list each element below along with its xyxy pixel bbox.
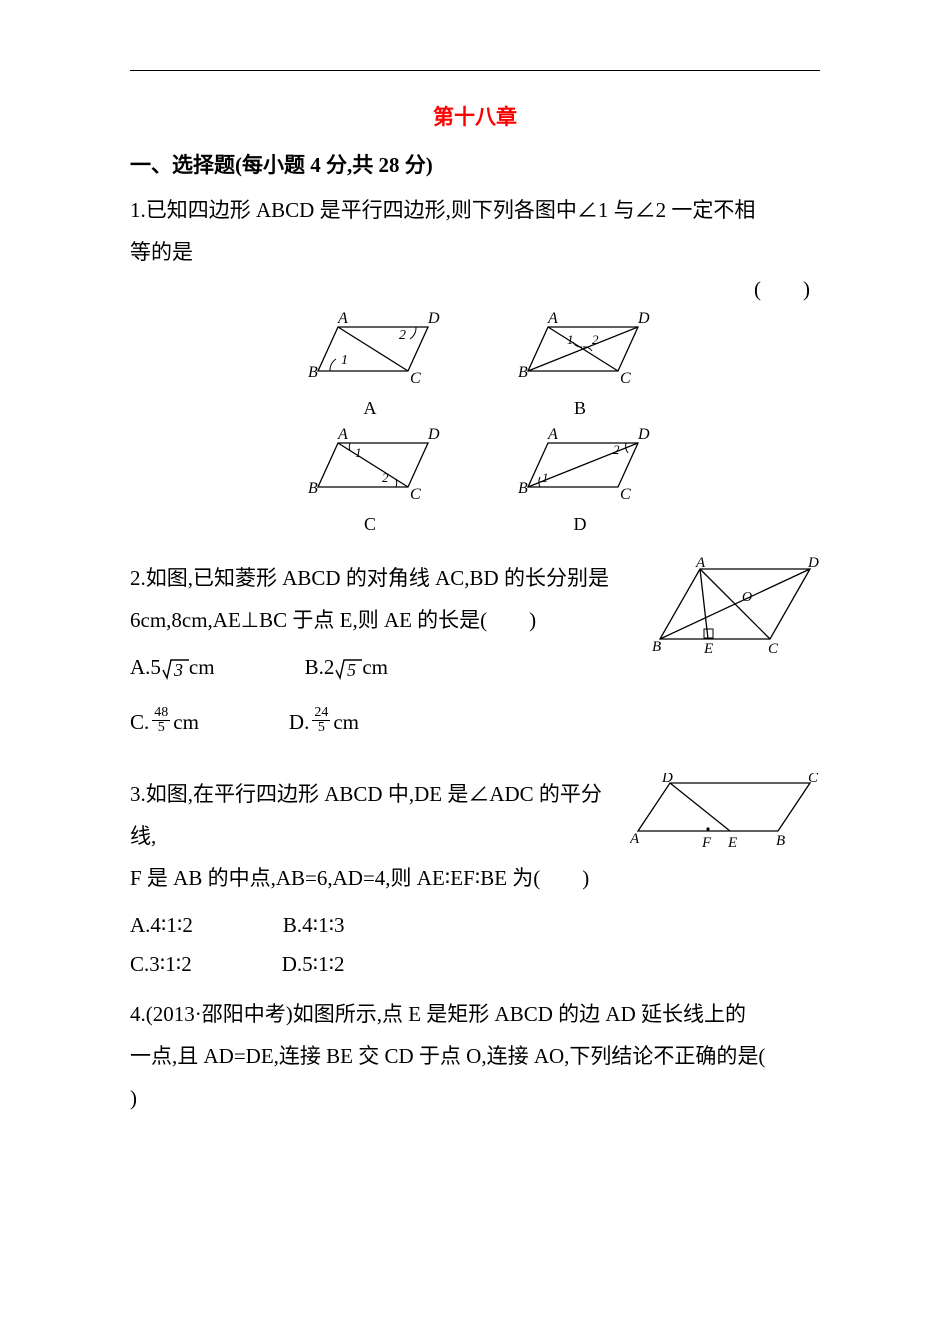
q3-svg: D C A B F E: [630, 773, 820, 853]
svg-text:2: 2: [613, 442, 620, 457]
svg-text:F: F: [701, 835, 712, 851]
q3-optD: D.5∶1∶2: [282, 952, 345, 977]
q2-line2: 6cm,8cm,AE⊥BC 于点 E,则 AE 的长是( ): [130, 599, 634, 641]
q3-opts-row2: C.3∶1∶2 D.5∶1∶2: [130, 952, 614, 977]
q3-optC: C.3∶1∶2: [130, 952, 192, 977]
svg-text:E: E: [703, 641, 713, 657]
svg-text:1: 1: [341, 353, 348, 368]
q2-opts-row2: C. 48 5 cm D. 24 5 cm: [130, 706, 634, 735]
q2-optD-pre: D.: [289, 710, 309, 735]
svg-text:D: D: [427, 310, 440, 327]
svg-text:A: A: [547, 426, 558, 443]
svg-text:B: B: [518, 364, 528, 381]
q3-optB: B.4∶1∶3: [283, 913, 345, 938]
q2-svg: A D B C E O: [650, 557, 820, 657]
q4-line2: 一点,且 AD=DE,连接 BE 交 CD 于点 O,连接 AO,下列结论不正确…: [130, 1035, 820, 1077]
q2-optB: B.2 5 cm: [305, 655, 388, 680]
page: 第十八章 一、选择题(每小题 4 分,共 28 分) 1.已知四边形 ABCD …: [0, 0, 950, 1179]
q1-svg-C: A D B C 1 2: [300, 425, 440, 505]
svg-text:A: A: [547, 310, 558, 327]
q2-optA: A.5 3 cm: [130, 655, 215, 680]
svg-text:C: C: [620, 486, 631, 503]
svg-text:E: E: [727, 835, 737, 851]
svg-text:D: D: [637, 426, 650, 443]
sqrt-icon: 3: [161, 656, 189, 680]
svg-text:A: A: [695, 557, 706, 571]
q3-fig: D C A B F E: [630, 773, 820, 858]
q3-textcol: 3.如图,在平行四边形 ABCD 中,DE 是∠ADC 的平分线, F 是 AB…: [130, 773, 614, 987]
q2-optC-post: cm: [173, 710, 199, 735]
q4-line3: ): [130, 1077, 820, 1119]
svg-text:C: C: [410, 486, 421, 503]
svg-text:A: A: [337, 310, 348, 327]
q2-optD-post: cm: [333, 710, 359, 735]
q3-opts-row1: A.4∶1∶2 B.4∶1∶3: [130, 913, 614, 938]
svg-text:1: 1: [542, 470, 549, 485]
q1-fig-row2: A D B C 1 2 C A D B C 1 2 D: [130, 425, 820, 535]
svg-text:D: D: [427, 426, 440, 443]
q1-cap-A: A: [300, 398, 440, 419]
q2-optC: C. 48 5 cm: [130, 706, 199, 735]
q1-svg-B: A D B C 1 2: [510, 309, 650, 389]
q1-text-line1: 1.已知四边形 ABCD 是平行四边形,则下列各图中∠1 与∠2 一定不相: [130, 189, 820, 231]
q2-optC-pre: C.: [130, 710, 149, 735]
q2-wrap: 2.如图,已知菱形 ABCD 的对角线 AC,BD 的长分别是 6cm,8cm,…: [130, 557, 820, 751]
svg-text:D: D: [661, 773, 673, 786]
svg-text:A: A: [337, 426, 348, 443]
svg-text:A: A: [630, 831, 640, 847]
q1-fig-row1: A D B C 1 2 A A D B C 1 2: [130, 309, 820, 419]
q1-cap-D: D: [510, 514, 650, 535]
q4-line1: 4.(2013·邵阳中考)如图所示,点 E 是矩形 ABCD 的边 AD 延长线…: [130, 993, 820, 1035]
svg-text:O: O: [742, 590, 752, 605]
svg-text:B: B: [308, 364, 318, 381]
q2-fig: A D B C E O: [650, 557, 820, 662]
q3-optA: A.4∶1∶2: [130, 913, 193, 938]
q2-opts-row1: A.5 3 cm B.2 5 cm: [130, 655, 634, 680]
chapter-title: 第十八章: [130, 101, 820, 131]
svg-text:2: 2: [592, 332, 599, 347]
svg-text:B: B: [308, 480, 318, 497]
q3-line2: F 是 AB 的中点,AB=6,AD=4,则 AE∶EF∶BE 为( ): [130, 857, 614, 899]
q1-cap-C: C: [300, 514, 440, 535]
fraction-icon: 48 5: [152, 706, 170, 735]
svg-text:5: 5: [347, 660, 356, 680]
svg-text:B: B: [776, 833, 785, 849]
section-title: 一、选择题(每小题 4 分,共 28 分): [130, 149, 820, 179]
q1-fig-A: A D B C 1 2 A: [300, 309, 440, 419]
svg-text:C: C: [808, 773, 819, 786]
q2-optA-pre: A.5: [130, 655, 161, 680]
q1-svg-A: A D B C 1 2: [300, 309, 440, 389]
svg-text:B: B: [518, 480, 528, 497]
svg-text:1: 1: [355, 445, 362, 460]
q1-answer-paren: ( ): [130, 273, 810, 303]
q3-wrap: 3.如图,在平行四边形 ABCD 中,DE 是∠ADC 的平分线, F 是 AB…: [130, 773, 820, 987]
q1-text-line2: 等的是: [130, 231, 820, 273]
q2-optA-post: cm: [189, 655, 215, 680]
svg-text:B: B: [652, 639, 661, 655]
q2-optD: D. 24 5 cm: [289, 706, 359, 735]
svg-text:C: C: [410, 370, 421, 387]
q2-textcol: 2.如图,已知菱形 ABCD 的对角线 AC,BD 的长分别是 6cm,8cm,…: [130, 557, 634, 751]
q1-cap-B: B: [510, 398, 650, 419]
svg-text:C: C: [620, 370, 631, 387]
q1-fig-B: A D B C 1 2 B: [510, 309, 650, 419]
sqrt-icon: 5: [334, 656, 362, 680]
svg-text:1: 1: [567, 332, 574, 347]
svg-text:3: 3: [173, 660, 183, 680]
svg-text:D: D: [637, 310, 650, 327]
q2-optB-post: cm: [362, 655, 388, 680]
svg-text:2: 2: [382, 470, 389, 485]
svg-text:2: 2: [399, 328, 406, 343]
top-rule: [130, 70, 820, 71]
q1-fig-C: A D B C 1 2 C: [300, 425, 440, 535]
q1-svg-D: A D B C 1 2: [510, 425, 650, 505]
svg-text:D: D: [807, 557, 819, 571]
q1-fig-D: A D B C 1 2 D: [510, 425, 650, 535]
q2-line1: 2.如图,已知菱形 ABCD 的对角线 AC,BD 的长分别是: [130, 557, 634, 599]
q2-optB-pre: B.2: [305, 655, 335, 680]
q3-line1: 3.如图,在平行四边形 ABCD 中,DE 是∠ADC 的平分线,: [130, 773, 614, 857]
fraction-icon: 24 5: [312, 706, 330, 735]
svg-text:C: C: [768, 641, 779, 657]
